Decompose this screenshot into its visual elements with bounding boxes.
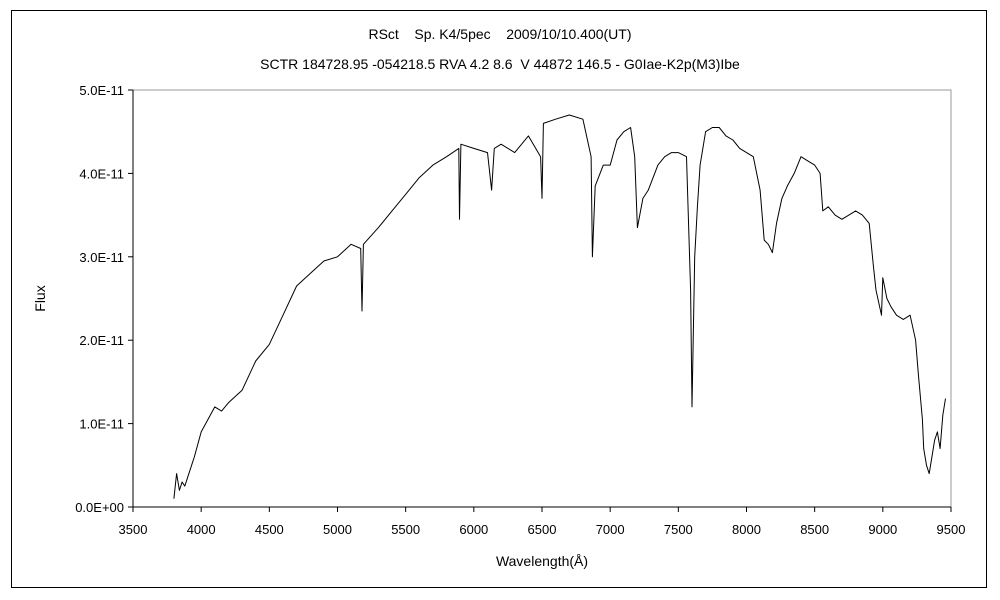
y-axis-label: Flux xyxy=(32,285,48,311)
x-tick-label: 6500 xyxy=(528,522,557,537)
spectrum-line xyxy=(173,114,946,499)
x-tick-label: 7000 xyxy=(596,522,625,537)
x-tick-label: 4000 xyxy=(187,522,216,537)
chart-frame xyxy=(11,10,987,588)
x-axis-ticks: 3500 4000 4500 5000 5500 6000 6500 7000 7500 8000… xyxy=(119,506,966,537)
x-tick-label: 7500 xyxy=(664,522,693,537)
y-tick-label: 1.0E-11 xyxy=(79,417,124,432)
series-layer xyxy=(173,114,946,499)
x-tick-label: 8500 xyxy=(800,522,829,537)
y-tick-label: 2.0E-11 xyxy=(79,333,124,348)
x-tick-label: 3500 xyxy=(119,522,148,537)
x-tick-label: 5000 xyxy=(323,522,352,537)
y-tick-label: 3.0E-11 xyxy=(79,250,124,265)
chart-title: RSct Sp. K4/5pec 2009/10/10.400(UT) xyxy=(368,26,632,42)
y-axis-ticks: 0.0E+00 1.0E-11 2.0E-11 3.0E-11 4.0E-11 5.0E-… xyxy=(75,83,134,515)
y-tick-label: 4.0E-11 xyxy=(79,166,124,181)
x-tick-label: 6000 xyxy=(459,522,488,537)
plot-area xyxy=(132,89,952,508)
x-tick-label: 9000 xyxy=(868,522,897,537)
x-tick-label: 4500 xyxy=(255,522,284,537)
x-tick-label: 8000 xyxy=(732,522,761,537)
x-axis-label: Wavelength(Å) xyxy=(496,553,588,569)
y-tick-label: 5.0E-11 xyxy=(79,83,124,98)
chart-subtitle: SCTR 184728.95 -054218.5 RVA 4.2 8.6 V 4… xyxy=(260,56,740,72)
x-tick-label: 5500 xyxy=(391,522,420,537)
y-tick-label: 0.0E+00 xyxy=(75,500,124,515)
x-tick-label: 9500 xyxy=(937,522,966,537)
